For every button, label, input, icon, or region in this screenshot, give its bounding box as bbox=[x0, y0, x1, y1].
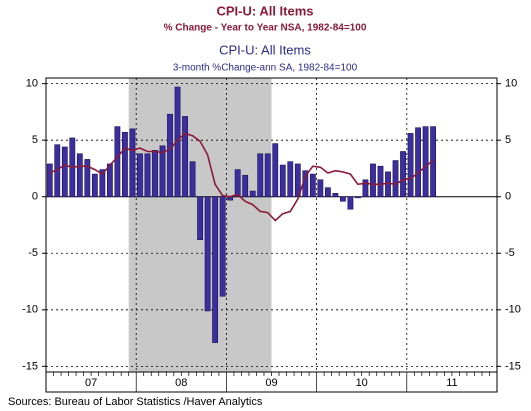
bar bbox=[340, 196, 346, 202]
bar bbox=[167, 113, 173, 198]
bar bbox=[362, 179, 369, 198]
bar bbox=[204, 196, 211, 312]
y2-tick-label: -15 bbox=[505, 360, 521, 372]
bar bbox=[407, 133, 414, 198]
bar bbox=[317, 179, 324, 198]
bar bbox=[370, 163, 376, 198]
bar bbox=[212, 196, 219, 343]
bar bbox=[61, 146, 68, 198]
bar bbox=[76, 153, 83, 198]
bar bbox=[415, 127, 421, 198]
bar bbox=[332, 193, 339, 198]
bar bbox=[287, 161, 294, 198]
x-tick-label: 10 bbox=[356, 377, 368, 389]
source: Sources: Bureau of Labor Statistics /Hav… bbox=[8, 396, 263, 408]
bar bbox=[400, 151, 406, 198]
x-tick-label: 07 bbox=[85, 377, 97, 389]
x-tick-label: 09 bbox=[265, 377, 277, 389]
bar bbox=[144, 153, 151, 198]
bar bbox=[189, 161, 196, 198]
y2-tick-label: -10 bbox=[505, 304, 521, 316]
bar bbox=[377, 165, 384, 198]
bar bbox=[137, 153, 143, 198]
y-tick-label: 0 bbox=[32, 191, 38, 203]
y-tick-label: 5 bbox=[32, 134, 38, 146]
x-tick-label: 11 bbox=[446, 377, 457, 389]
chart-subtitle: % Change - Year to Year NSA, 1982-84=100 bbox=[164, 23, 367, 34]
bar bbox=[174, 86, 181, 198]
bar bbox=[114, 126, 121, 198]
bar bbox=[385, 171, 391, 198]
bar bbox=[84, 159, 91, 198]
bar bbox=[347, 196, 354, 210]
y-tick-label: 10 bbox=[26, 78, 38, 90]
x-tick-label: 08 bbox=[175, 377, 187, 389]
bar bbox=[99, 169, 106, 198]
chart-title-2: CPI-U: All Items bbox=[219, 42, 311, 57]
y2-tick-label: 10 bbox=[505, 78, 517, 90]
bar bbox=[106, 163, 113, 198]
line bbox=[49, 132, 434, 222]
bar bbox=[257, 153, 264, 198]
chart-subtitle-2: 3-month %Change-ann SA, 1982-84=100 bbox=[173, 63, 358, 74]
bar bbox=[46, 163, 53, 198]
y2-tick-label: -5 bbox=[505, 247, 515, 259]
bar bbox=[197, 196, 203, 241]
chart-title: CPI-U: All Items bbox=[216, 3, 313, 18]
bar bbox=[324, 187, 331, 198]
y2-tick-label: 5 bbox=[505, 134, 511, 146]
bar bbox=[355, 196, 361, 199]
bar bbox=[249, 190, 256, 198]
bar bbox=[129, 128, 136, 198]
bar bbox=[422, 126, 429, 198]
bar bbox=[392, 160, 399, 198]
y-tick-label: -5 bbox=[28, 247, 38, 259]
bar bbox=[272, 143, 279, 198]
bar bbox=[91, 173, 98, 198]
bar bbox=[219, 196, 226, 297]
y2-tick-label: 0 bbox=[505, 191, 511, 203]
bar bbox=[182, 116, 188, 198]
bar bbox=[309, 173, 316, 198]
y-tick-label: -15 bbox=[22, 360, 38, 372]
bar bbox=[234, 169, 241, 198]
bar bbox=[242, 174, 249, 198]
bar bbox=[122, 131, 128, 198]
bar bbox=[159, 145, 166, 198]
bar bbox=[264, 153, 271, 198]
y-tick-label: -10 bbox=[22, 304, 38, 316]
bar bbox=[279, 164, 286, 198]
bar bbox=[152, 150, 158, 198]
